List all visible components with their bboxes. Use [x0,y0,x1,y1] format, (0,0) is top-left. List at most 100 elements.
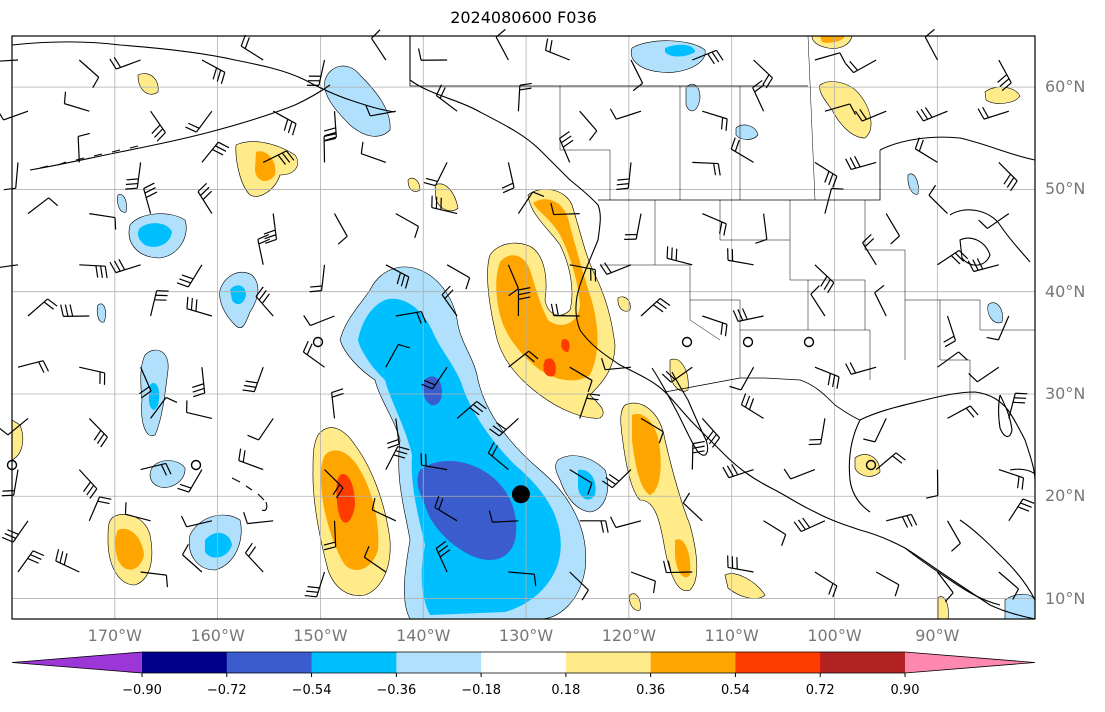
longitude-label: 170°W [87,626,142,645]
wind-barb [435,84,458,112]
north-america-coastline [409,36,1035,619]
colorbar-segment [311,652,397,673]
colorbar-tick-label: −0.54 [291,683,332,698]
wind-barb [176,264,203,288]
wind-barb [854,108,887,122]
positive-anomaly-region [669,358,689,392]
negative-anomaly-region [685,83,701,112]
wind-barb [616,162,632,191]
wind-barb [186,296,213,317]
wind-barb [722,464,754,479]
wind-barb [569,264,597,282]
wind-barb [630,59,644,92]
wind-barb [814,571,838,598]
wind-barb [763,520,787,546]
longitude-label: 100°W [807,626,862,645]
wind-barb [808,418,826,446]
hudson-bay-coast [879,136,1035,161]
wind-barb [845,59,877,74]
wind-barb [937,571,954,603]
longitude-label: 90°W [915,626,960,645]
wind-barb [508,350,539,368]
wind-barb [371,29,387,61]
latitude-label: 40°N [1045,281,1086,301]
wind-barb [244,542,264,573]
wind-barb [140,571,169,588]
wind-barb [262,150,295,165]
wind-barb [579,110,598,141]
negative-anomaly-region [96,303,106,323]
positive-anomaly-region [629,593,641,611]
wind-barb [863,418,887,443]
wind-barb [124,502,151,522]
great-lakes-outline [949,209,1031,266]
wind-barb [661,366,693,383]
wind-barb [395,310,427,324]
wind-barb [420,453,448,471]
canada-province-lines [559,36,816,201]
wind-barb [177,469,203,493]
wind-barb [272,110,297,136]
wind-barb [306,59,326,86]
wind-barb [814,366,840,389]
longitude-label: 160°W [190,626,245,645]
wind-barb [78,469,98,499]
wind-barb [599,262,632,275]
wind-barb [385,445,410,470]
wind-barb [489,417,519,437]
wind-barb [323,133,336,163]
positive-anomaly-region [937,596,949,619]
wind-barb [730,137,754,163]
wind-barb [702,110,728,131]
wind-barb [630,571,656,594]
wind-barb [977,106,1009,120]
wind-barb [824,187,844,214]
coastlines [12,36,1035,619]
wind-barb [517,287,531,317]
wind-barb [139,366,152,399]
positive-anomaly-region [407,177,421,192]
positive-anomaly-core [632,414,661,495]
positive-anomaly-core [675,539,691,578]
wind-barb [243,511,274,525]
anomaly-fields [12,36,1035,619]
wind-barb [916,107,948,122]
colorbar-extend-min [12,652,142,673]
wind-barb [501,162,515,194]
wind-barb [302,340,325,368]
wind-barb [814,52,847,64]
wind-barb [488,510,519,523]
wind-barb [875,452,906,471]
wind-barb [255,286,274,317]
wind-barb [88,417,108,448]
colorbar-tick-label: 0.36 [636,683,666,698]
wind-barb [143,182,158,214]
wind-barb [0,417,29,436]
latitude-label: 50°N [1045,179,1086,199]
longitude-label: 140°W [396,626,451,645]
colorbar-segment [565,652,652,673]
strong-negative-anomaly [422,376,442,406]
colorbar-tick-label: −0.36 [376,683,417,698]
colorbar-tick-label: −0.90 [122,683,162,698]
wind-barb [197,182,213,214]
wind-barb [814,161,838,188]
wind-barb [263,213,278,244]
wind-barb [180,515,213,528]
wind-barb [77,132,90,163]
colorbar-extend-max [905,652,1035,673]
wind-barb [579,393,601,419]
colorbar-tick-label: 0.18 [551,683,581,698]
wind-barbs [0,28,1035,603]
wind-barb [89,213,117,230]
graticule [12,36,1035,619]
wind-barb [63,91,90,112]
positive-anomaly-core [496,199,598,381]
wind-barb [109,259,141,274]
wind-barb [140,462,172,476]
negative-anomaly-core [665,44,695,57]
wind-barb [810,285,826,317]
colorbar-tick-label: −0.18 [461,683,502,698]
wind-barb [0,264,19,268]
